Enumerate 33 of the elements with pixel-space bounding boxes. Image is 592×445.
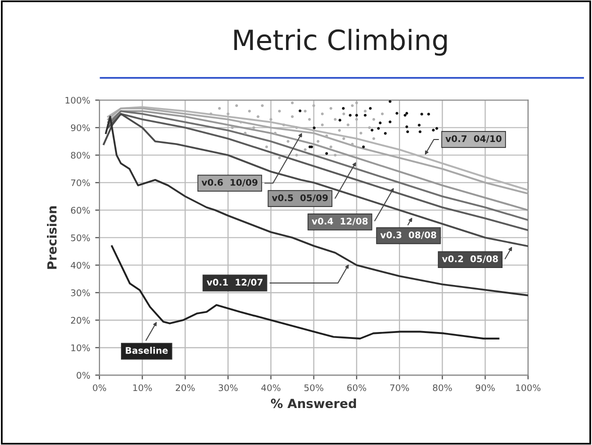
y-tick-label: 100% [66,96,90,104]
x-tick-label: 100% [516,384,540,392]
annotation: v0.4 12/08 [312,218,368,226]
x-tick-label: 20% [176,384,195,392]
annotation: v0.7 04/10 [445,135,502,143]
x-axis-title: % Answered [270,398,356,408]
y-tick-label: 10% [71,344,90,352]
y-axis-title: Precision [46,206,57,269]
x-tick-label: 30% [218,384,238,392]
annotation: v0.5 05/09 [272,194,328,202]
annotation: v0.6 10/09 [202,178,258,187]
y-tick-label: 0% [76,372,90,379]
y-tick-label: 20% [71,316,90,324]
x-tick-label: 40% [261,384,280,392]
chart-title: Metric Climbing [234,28,447,56]
annotation: Baseline [126,346,168,354]
x-tick-label: 60% [347,384,366,392]
x-tick-label: 0% [92,384,106,392]
x-tick-label: 50% [304,384,324,392]
x-tick-label: 10% [133,384,152,392]
y-tick-label: 70% [71,179,90,186]
y-tick-label: 80% [70,152,90,159]
x-tick-label: 70% [390,384,410,392]
y-tick-label: 40% [70,262,90,269]
annotation: v0.2 05/08 [442,255,498,263]
y-tick-label: 50% [71,234,90,242]
annotation: v0.1 12/07 [206,278,262,286]
y-tick-label: 30% [71,289,90,296]
y-tick-label: 90% [70,124,90,132]
y-tick-label: 60% [70,206,90,214]
annotation: v0.3 08/08 [380,231,436,240]
x-tick-label: 90% [476,384,495,392]
x-tick-label: 80% [432,384,452,392]
